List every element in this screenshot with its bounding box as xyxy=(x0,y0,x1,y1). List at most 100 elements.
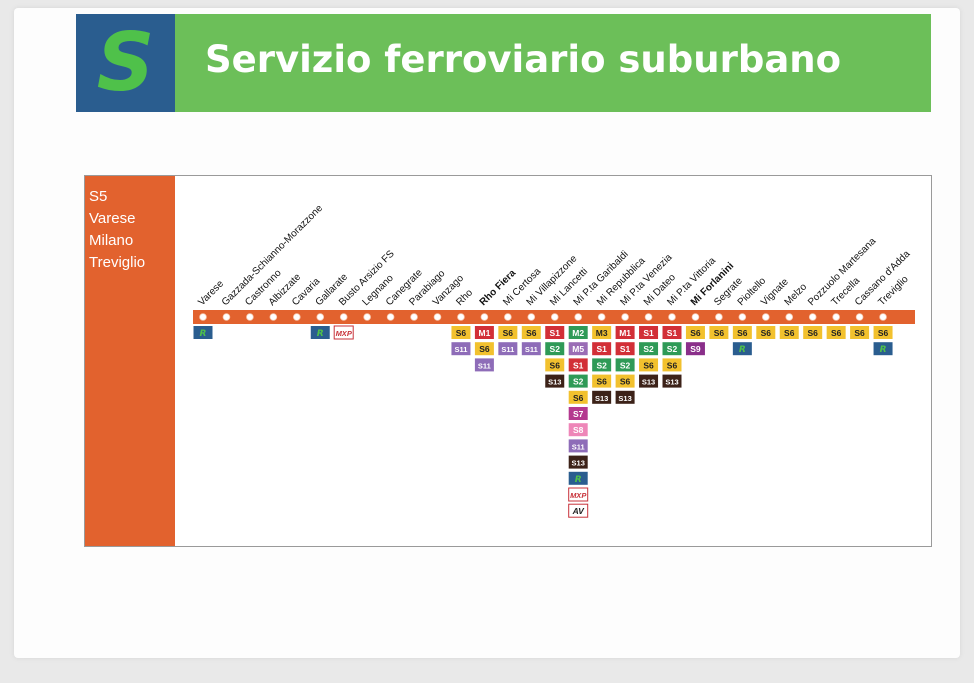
station-stop-dot xyxy=(410,313,418,321)
badge-label: S7 xyxy=(573,409,584,419)
badge-background xyxy=(873,326,893,339)
badge-label: S13 xyxy=(572,459,585,468)
badge-background xyxy=(498,342,518,356)
badge-background xyxy=(521,326,541,339)
badge-background xyxy=(756,326,776,339)
station-stop-dot xyxy=(832,313,840,321)
badge-label: S1 xyxy=(643,328,654,338)
badge-background xyxy=(850,326,870,339)
connection-badge-s11: S11 xyxy=(474,358,494,372)
badge-background xyxy=(639,374,659,388)
badge-background xyxy=(615,374,635,388)
badge-label: S6 xyxy=(737,328,748,338)
line-map: S5 Varese Milano Treviglio Varese R Gazzad… xyxy=(84,175,932,547)
badge-label: M2 xyxy=(572,328,584,338)
badge-background xyxy=(685,326,705,339)
badge-background xyxy=(498,326,518,339)
connection-badge-s8: S8 xyxy=(568,423,588,437)
badge-background xyxy=(568,487,589,502)
badge-background xyxy=(662,326,682,339)
connection-badge-s2: S2 xyxy=(568,374,588,388)
connection-badge-s11: S11 xyxy=(498,342,518,356)
badge-label: S2 xyxy=(573,377,584,387)
station-stop-dot xyxy=(644,313,653,321)
badge-background xyxy=(568,407,588,420)
badge-background xyxy=(662,342,682,356)
connection-badge-r: R xyxy=(310,326,330,339)
badge-background xyxy=(662,358,682,372)
badge-label: S1 xyxy=(550,328,561,338)
connection-badge-av: AV xyxy=(568,503,589,518)
badge-background xyxy=(568,503,589,518)
badge-label: S13 xyxy=(618,394,631,403)
badge-label: S11 xyxy=(454,345,467,354)
badge-label: S6 xyxy=(690,328,701,338)
station-stop-dot xyxy=(597,313,606,321)
connection-badge-s6: S6 xyxy=(568,390,588,404)
badge-label: S6 xyxy=(878,328,889,338)
badge-background xyxy=(826,326,846,339)
badge-label: S6 xyxy=(526,328,537,338)
connection-badge-r: R xyxy=(732,342,752,356)
s-logo-letter: S xyxy=(96,16,155,109)
badge-background xyxy=(615,326,635,339)
connection-badge-s6: S6 xyxy=(873,326,893,339)
badge-label: S8 xyxy=(573,425,584,435)
badge-label: S6 xyxy=(596,377,607,387)
station-label: Rho xyxy=(454,287,475,308)
badge-label: S13 xyxy=(548,378,561,387)
badge-label: M1 xyxy=(478,328,490,338)
badge-label: S6 xyxy=(550,360,561,370)
station-stop-dot xyxy=(738,313,747,321)
connection-badge-s6: S6 xyxy=(826,326,846,339)
connection-badge-s6: S6 xyxy=(639,358,659,372)
station-stop-dot xyxy=(293,313,301,321)
regional-train-icon: R xyxy=(575,475,582,485)
connection-badge-s6: S6 xyxy=(779,326,799,339)
badge-label: S2 xyxy=(667,344,678,354)
badge-background xyxy=(451,326,471,339)
badge-background xyxy=(568,439,588,453)
badge-background xyxy=(615,342,635,356)
badge-label: S6 xyxy=(573,393,584,403)
badge-label: S11 xyxy=(572,442,585,451)
connection-badge-s2: S2 xyxy=(545,342,565,356)
station-stop-dot xyxy=(621,313,629,321)
station-stop-dot xyxy=(457,313,465,321)
badge-background xyxy=(568,374,588,388)
regional-train-icon: R xyxy=(739,345,746,355)
connection-badge-s13: S13 xyxy=(568,455,588,469)
connection-badge-m1: M1 xyxy=(615,326,635,339)
badge-label: S2 xyxy=(550,344,561,354)
connection-badge-s1: S1 xyxy=(639,326,659,339)
badge-background xyxy=(568,358,588,372)
badge-background xyxy=(310,326,330,339)
badge-background xyxy=(474,342,494,356)
badge-label: MXP xyxy=(570,491,587,500)
regional-train-icon: R xyxy=(880,345,887,355)
connection-badge-m1: M1 xyxy=(474,326,494,339)
badge-label: S6 xyxy=(761,328,772,338)
badge-background xyxy=(592,326,612,339)
connection-badge-s11: S11 xyxy=(521,342,541,356)
connection-badge-s13: S13 xyxy=(545,374,565,388)
connection-badge-m5: M5 xyxy=(568,342,588,356)
connection-badge-s2: S2 xyxy=(662,342,682,356)
badge-label: S6 xyxy=(854,328,865,338)
badge-label: S9 xyxy=(690,344,701,354)
badge-background xyxy=(592,390,612,404)
station-stop-dot xyxy=(480,313,489,321)
badge-label: S13 xyxy=(595,394,608,403)
badge-label: S1 xyxy=(620,344,631,354)
connection-badge-s6: S6 xyxy=(498,326,518,339)
badge-label: S6 xyxy=(620,377,631,387)
line-info-panel: S5 Varese Milano Treviglio xyxy=(85,176,175,546)
badge-label: S6 xyxy=(479,344,490,354)
station-stop-dot xyxy=(504,313,512,321)
connection-badge-s2: S2 xyxy=(592,358,612,372)
page-title: Servizio ferroviario suburbano xyxy=(205,38,842,81)
connection-badge-mxp: MXP xyxy=(333,325,354,340)
badge-background xyxy=(779,326,799,339)
